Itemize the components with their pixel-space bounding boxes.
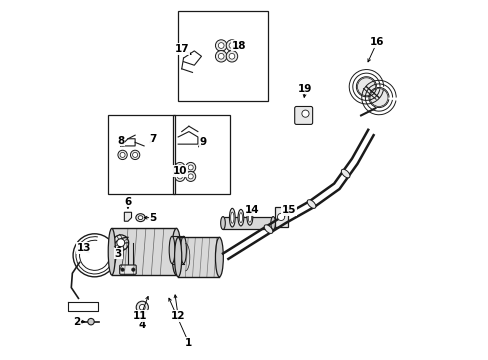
Text: 1: 1 <box>185 338 192 348</box>
FancyBboxPatch shape <box>294 107 312 125</box>
Text: 12: 12 <box>171 311 185 321</box>
Ellipse shape <box>248 213 251 222</box>
Circle shape <box>218 42 224 48</box>
Circle shape <box>228 42 234 48</box>
Ellipse shape <box>169 236 175 264</box>
Bar <box>108 116 174 194</box>
Ellipse shape <box>229 208 235 227</box>
Ellipse shape <box>180 236 186 264</box>
Ellipse shape <box>171 228 181 275</box>
Circle shape <box>185 162 195 172</box>
Circle shape <box>226 40 237 51</box>
Bar <box>178 12 267 101</box>
Ellipse shape <box>264 225 272 233</box>
Bar <box>112 228 176 275</box>
Circle shape <box>88 319 94 325</box>
Circle shape <box>120 152 125 157</box>
Bar <box>223 217 273 229</box>
Bar <box>274 207 287 226</box>
Bar <box>172 116 230 194</box>
Circle shape <box>188 174 193 179</box>
Circle shape <box>139 305 145 310</box>
Ellipse shape <box>341 169 349 178</box>
Circle shape <box>175 171 184 181</box>
Ellipse shape <box>138 216 142 220</box>
Circle shape <box>369 89 387 107</box>
Text: 13: 13 <box>77 243 91 253</box>
Text: 15: 15 <box>282 206 296 216</box>
Circle shape <box>185 171 195 181</box>
Text: 18: 18 <box>231 41 246 50</box>
Circle shape <box>215 40 226 51</box>
Circle shape <box>357 78 375 96</box>
Text: 16: 16 <box>369 37 384 47</box>
Text: 9: 9 <box>199 138 206 147</box>
Bar <box>178 237 219 277</box>
Text: 6: 6 <box>124 197 131 207</box>
Ellipse shape <box>238 210 244 226</box>
Text: 11: 11 <box>133 311 147 321</box>
Circle shape <box>301 110 308 117</box>
Circle shape <box>228 53 234 59</box>
Ellipse shape <box>270 217 275 229</box>
Text: 4: 4 <box>138 320 146 330</box>
Circle shape <box>177 174 182 179</box>
Ellipse shape <box>136 214 145 222</box>
Circle shape <box>118 150 127 159</box>
Text: 7: 7 <box>149 134 157 144</box>
Polygon shape <box>124 212 131 221</box>
Circle shape <box>177 165 182 170</box>
Circle shape <box>132 152 137 157</box>
Ellipse shape <box>239 213 242 222</box>
Text: 17: 17 <box>174 44 189 54</box>
Ellipse shape <box>174 237 182 277</box>
Circle shape <box>218 53 224 59</box>
Ellipse shape <box>220 217 225 229</box>
Text: 19: 19 <box>298 84 312 94</box>
Circle shape <box>226 50 237 62</box>
Circle shape <box>136 301 148 314</box>
Circle shape <box>277 213 284 221</box>
FancyBboxPatch shape <box>120 265 136 274</box>
Circle shape <box>121 268 124 271</box>
Text: 2: 2 <box>73 317 80 327</box>
Text: 14: 14 <box>244 206 259 216</box>
Text: 10: 10 <box>172 166 187 176</box>
Text: 3: 3 <box>114 248 122 258</box>
Circle shape <box>188 165 193 170</box>
Circle shape <box>215 50 226 62</box>
Circle shape <box>131 268 135 271</box>
Text: 5: 5 <box>149 213 156 222</box>
Circle shape <box>117 239 124 247</box>
Ellipse shape <box>230 212 233 223</box>
Ellipse shape <box>215 237 223 277</box>
Circle shape <box>113 235 128 251</box>
Circle shape <box>175 162 184 172</box>
Ellipse shape <box>108 228 115 275</box>
Ellipse shape <box>246 210 252 225</box>
Ellipse shape <box>306 200 315 208</box>
Text: 8: 8 <box>117 136 124 145</box>
Circle shape <box>130 150 140 159</box>
Bar <box>172 236 183 264</box>
